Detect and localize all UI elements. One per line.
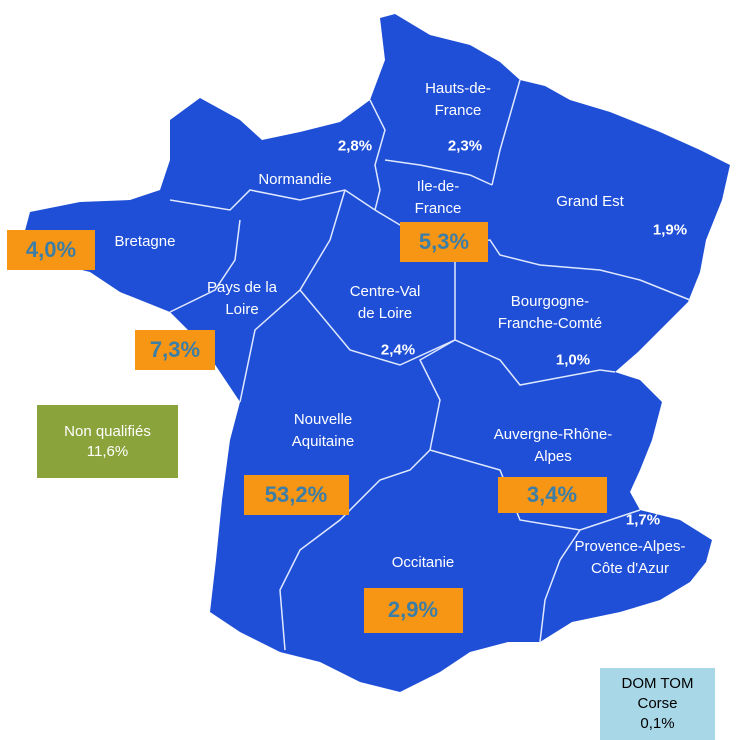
region-name: Centre-Val de Loire bbox=[350, 281, 421, 325]
border bbox=[169, 189, 376, 211]
region-name-line: Grand Est bbox=[556, 193, 624, 210]
region-name: Normandie bbox=[258, 169, 331, 191]
region-name: Bretagne bbox=[115, 231, 176, 253]
france-shape bbox=[22, 14, 730, 692]
region-name: Auvergne-Rhône- Alpes bbox=[494, 424, 612, 468]
region-name-line: France bbox=[434, 102, 482, 119]
note-text: DOM TOM bbox=[621, 675, 694, 692]
region-name-line: Bourgogne- bbox=[510, 293, 590, 310]
border bbox=[384, 159, 493, 186]
border bbox=[539, 529, 581, 643]
note-text: 11,6% bbox=[86, 442, 129, 460]
region-value-box: 2,9% bbox=[363, 587, 463, 633]
region-name-line: Provence-Alpes- bbox=[574, 538, 686, 555]
region-name-line: Franche-Comté bbox=[497, 315, 603, 332]
note-text: Corse bbox=[637, 695, 678, 712]
region-name: Ile-de- France bbox=[415, 176, 462, 220]
region-name-line: Centre-Val bbox=[349, 283, 421, 300]
region-name: Hauts-de- France bbox=[425, 78, 491, 122]
region-value-box: 4,0% bbox=[7, 230, 95, 270]
region-name-line: Aquitaine bbox=[291, 433, 355, 450]
region-value: 2,3% bbox=[447, 137, 483, 155]
region-value-box: 7,3% bbox=[135, 330, 215, 370]
border bbox=[279, 260, 456, 651]
region-name-line: Hauts-de- bbox=[425, 80, 491, 97]
region-name-line: Alpes bbox=[534, 448, 572, 465]
region-name-line: Normandie bbox=[258, 171, 332, 188]
region-name: Pays de la Loire bbox=[207, 277, 277, 321]
border bbox=[369, 99, 386, 211]
region-name-line: Bretagne bbox=[114, 233, 176, 250]
region-value: 1,9% bbox=[652, 221, 688, 239]
note-text: 0,1% bbox=[640, 715, 675, 732]
region-name-line: Auvergne-Rhône- bbox=[493, 426, 613, 443]
border bbox=[299, 289, 616, 386]
region-name-line: France bbox=[414, 200, 462, 217]
region-name-line: Nouvelle bbox=[293, 411, 353, 428]
region-name-line: Pays de la bbox=[206, 279, 278, 296]
region-value: 1,0% bbox=[555, 351, 591, 369]
region-name: Bourgogne- Franche-Comté bbox=[498, 291, 602, 335]
region-value-box: 3,4% bbox=[497, 477, 607, 513]
border bbox=[491, 79, 521, 186]
overseas-box: DOM TOM Corse 0,1% bbox=[600, 668, 715, 740]
unqualified-box: Non qualifiés 11,6% bbox=[37, 405, 178, 478]
region-value-box: 53,2% bbox=[243, 475, 349, 515]
region-name: Grand Est bbox=[556, 191, 624, 213]
region-name-line: Côte d'Azur bbox=[591, 560, 669, 577]
border bbox=[169, 219, 241, 313]
region-value: 1,7% bbox=[625, 511, 661, 529]
region-value: 2,8% bbox=[337, 137, 373, 155]
region-value-box: 5,3% bbox=[400, 222, 488, 262]
region-name-line: Occitanie bbox=[391, 554, 455, 571]
region-name-line: Loire bbox=[225, 301, 259, 318]
region-name: Nouvelle Aquitaine bbox=[292, 409, 355, 453]
border bbox=[429, 449, 641, 531]
region-value: 2,4% bbox=[380, 341, 416, 359]
region-name-line: Ile-de- bbox=[416, 178, 460, 195]
note-text: Non qualifiés bbox=[64, 422, 151, 440]
region-name: Occitanie bbox=[392, 552, 455, 574]
region-name-line: de Loire bbox=[357, 305, 413, 322]
region-name: Provence-Alpes- Côte d'Azur bbox=[575, 536, 686, 580]
